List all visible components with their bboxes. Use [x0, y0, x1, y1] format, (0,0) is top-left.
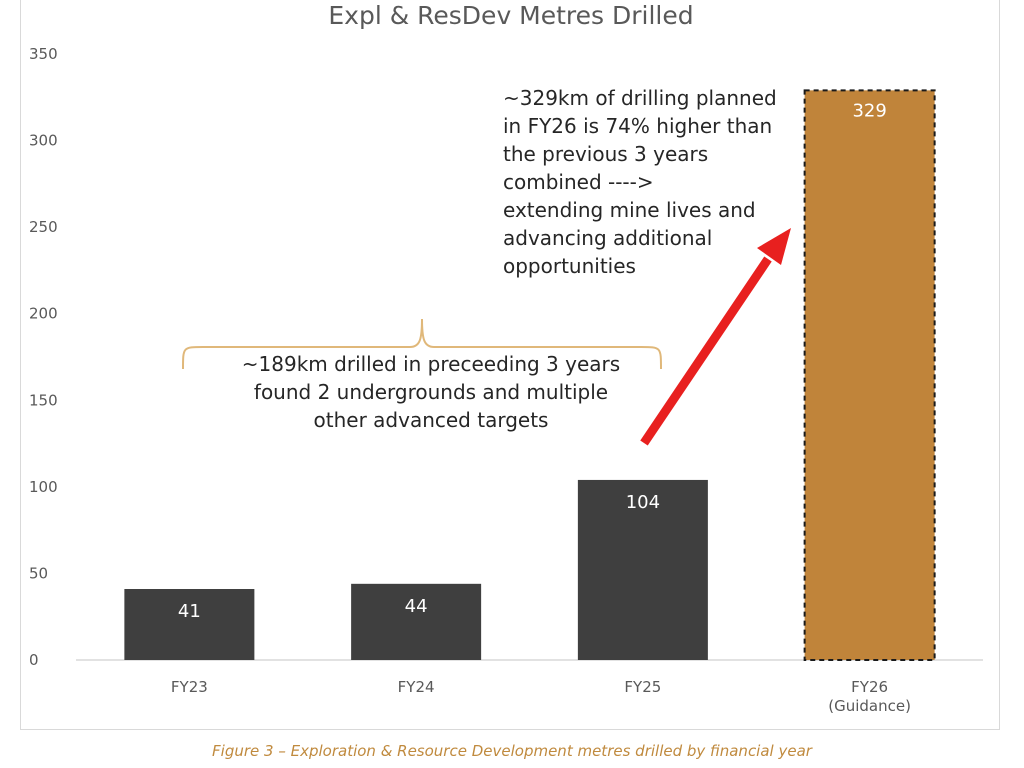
x-tick-label: FY24 — [398, 678, 435, 696]
y-tick-label: 250 — [29, 218, 58, 236]
data-label: 104 — [626, 492, 660, 513]
bar — [577, 479, 708, 660]
red-arrow-head — [757, 228, 791, 265]
chart-frame: Expl & ResDev Metres Drilled 0 50 100 150 200… — [20, 0, 1000, 730]
bar-chart: Expl & ResDev Metres Drilled 0 50 100 150 200… — [29, 1, 983, 715]
y-tick-label: 200 — [29, 305, 58, 323]
y-tick-label: 300 — [29, 132, 58, 150]
y-tick-label: 350 — [29, 45, 58, 63]
x-tick-label: FY25 — [624, 678, 661, 696]
x-tick-label: FY26 (Guidance) — [828, 678, 911, 715]
figure-caption: Figure 3 – Exploration & Resource Develo… — [212, 742, 812, 760]
brace-annotation — [182, 318, 662, 370]
y-tick-label: 100 — [29, 478, 58, 496]
bar-guidance — [803, 89, 936, 662]
red-arrow-shaft — [640, 256, 772, 446]
data-label: 41 — [178, 601, 201, 622]
bar — [124, 589, 255, 660]
y-tick-label: 0 — [29, 651, 39, 669]
y-tick-label: 50 — [29, 564, 48, 582]
data-label: 329 — [852, 100, 886, 121]
brace-annotation-text: ~189km drilled in preceeding 3 years foun… — [242, 352, 620, 432]
x-tick-label: FY23 — [171, 678, 208, 696]
arrow-annotation-text: ~329km of drilling planned in FY26 is 74%… — [503, 86, 777, 278]
data-label: 44 — [405, 596, 428, 617]
y-tick-label: 150 — [29, 391, 58, 409]
chart-title: Expl & ResDev Metres Drilled — [328, 1, 693, 30]
bar — [351, 583, 482, 660]
